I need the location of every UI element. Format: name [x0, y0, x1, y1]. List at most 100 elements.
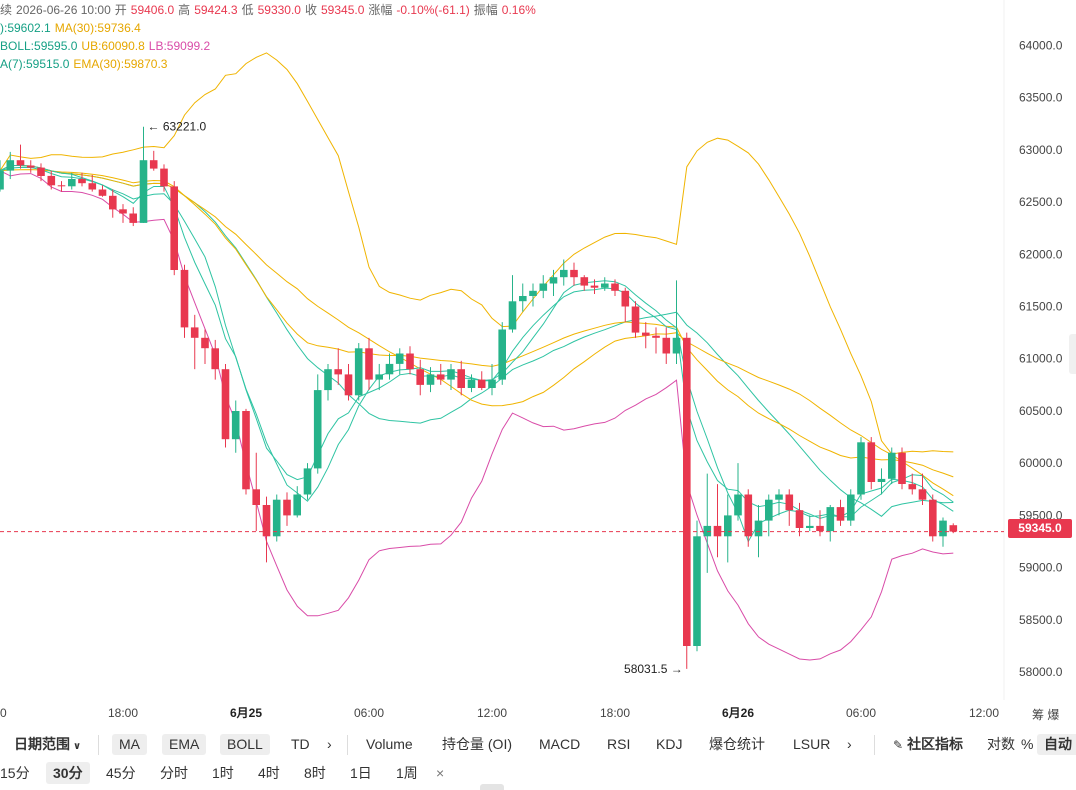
y-tick-label: 59500.0: [1019, 508, 1063, 522]
date-range-button[interactable]: 日期范围 ∨: [14, 734, 81, 755]
candle-down: [836, 507, 845, 521]
candle-up: [724, 515, 732, 537]
ema30-line: [0, 169, 954, 478]
candle-up: [303, 468, 312, 495]
candle-down: [642, 332, 650, 336]
ema7-line: [0, 166, 954, 519]
candle-down: [365, 348, 373, 380]
candle-down: [98, 189, 107, 196]
log-scale-button[interactable]: 对数: [987, 736, 1015, 752]
candle-down: [570, 269, 578, 278]
time-axis: 0 18:00 6月25 06:00 12:00 18:00 6月26 06:00 12:00 筹…: [0, 706, 1059, 722]
candle-up: [293, 494, 301, 516]
kdj-button[interactable]: KDJ: [656, 736, 683, 752]
boll-lower-line: [0, 170, 954, 661]
interval-1w[interactable]: 1周: [396, 765, 418, 781]
candle-down: [795, 510, 804, 528]
candle-down: [744, 494, 753, 537]
candle-down: [283, 499, 291, 516]
open-interest-button[interactable]: 持仓量 (OI): [442, 736, 512, 752]
td-indicator-button[interactable]: TD: [291, 736, 310, 752]
candle-up: [754, 520, 763, 537]
candle-up: [560, 269, 568, 278]
amplitude-label: 振幅: [473, 3, 498, 17]
candle-down: [211, 348, 219, 370]
candle-down: [252, 489, 260, 505]
boll-lb-value: LB:59099.2: [148, 39, 211, 53]
interval-45m[interactable]: 45分: [106, 765, 136, 781]
candle-down: [580, 277, 589, 286]
ma-indicator-button[interactable]: MA: [112, 734, 147, 755]
boll-info: BOLL:59595.0 UB:60090.8 LB:59099.2: [0, 39, 214, 53]
high-label: 高: [178, 3, 191, 17]
candle-down: [785, 494, 794, 511]
interval-30m[interactable]: 30分: [46, 762, 90, 784]
candle-down: [929, 499, 937, 537]
candle-down: [242, 411, 250, 490]
auto-scale-button[interactable]: 自动: [1037, 734, 1076, 755]
interval-1h[interactable]: 1时: [212, 765, 234, 781]
candle-down: [26, 165, 35, 168]
candle-up: [324, 369, 332, 391]
candle-up: [539, 283, 548, 291]
low-label: 低: [241, 3, 254, 17]
candle-down: [47, 175, 56, 186]
candle-up: [395, 353, 404, 364]
candle-up: [139, 160, 148, 223]
interval-15m[interactable]: 15分: [0, 765, 30, 781]
candle-up: [385, 363, 394, 375]
candle-down: [119, 209, 127, 214]
candle-up: [734, 494, 742, 516]
close-icon[interactable]: ×: [436, 765, 445, 781]
community-indicators-button[interactable]: ✎ 社区指标: [893, 734, 963, 755]
low-value: 59330.0: [257, 3, 301, 17]
lsur-button[interactable]: LSUR: [793, 736, 831, 752]
boll-indicator-button[interactable]: BOLL: [220, 734, 270, 755]
interval-8h[interactable]: 8时: [304, 765, 326, 781]
x-tick-label: 0: [0, 706, 7, 720]
y-tick-label: 61000.0: [1019, 352, 1063, 366]
drag-handle[interactable]: [480, 784, 504, 790]
y-tick-label: 58000.0: [1019, 665, 1063, 679]
candle-down: [436, 374, 445, 380]
y-tick-label: 60000.0: [1019, 456, 1063, 470]
candle-up: [231, 411, 240, 440]
change-value: -0.10%(-61.1): [396, 3, 470, 17]
price-chart[interactable]: 64000.0 63500.0 63000.0 62500.0 62000.0 61500…: [0, 0, 1076, 730]
candle-down: [78, 179, 86, 184]
interval-timeline[interactable]: 分时: [160, 765, 188, 781]
candle-down: [190, 327, 199, 338]
candle-up: [6, 160, 15, 171]
side-panel-handle[interactable]: [1069, 334, 1076, 374]
candle-up: [467, 379, 476, 388]
candle-up: [775, 494, 783, 500]
candle-up: [529, 290, 537, 296]
ema-indicator-button[interactable]: EMA: [162, 734, 207, 755]
chevron-down-icon: ∨: [73, 741, 82, 752]
candle-up: [498, 329, 506, 380]
y-tick-label: 62500.0: [1019, 195, 1063, 209]
chevron-right-icon[interactable]: ›: [847, 736, 852, 752]
macd-button[interactable]: MACD: [539, 736, 581, 752]
volume-button[interactable]: Volume: [366, 736, 413, 752]
ma30-value: MA(30):59736.4: [54, 21, 141, 35]
candle-down: [908, 484, 917, 490]
rsi-button[interactable]: RSI: [607, 736, 631, 752]
ma-info: ):59602.1 MA(30):59736.4: [0, 21, 145, 35]
y-tick-label: 60500.0: [1019, 404, 1063, 418]
candle-up: [375, 374, 383, 380]
boll-ub-value: UB:60090.8: [81, 39, 145, 53]
x-tick-label: 12:00: [969, 706, 999, 720]
y-tick-label: 59000.0: [1019, 561, 1063, 575]
percent-scale-button[interactable]: %: [1021, 736, 1034, 752]
candle-up: [354, 348, 363, 396]
interval-4h[interactable]: 4时: [258, 765, 280, 781]
ma7-line: [0, 165, 954, 543]
candlesticks: [0, 126, 958, 669]
candle-down: [57, 185, 66, 187]
interval-1d[interactable]: 1日: [350, 765, 372, 781]
chevron-right-icon[interactable]: ›: [327, 736, 332, 752]
candle-up: [877, 478, 886, 482]
liquidation-stats-button[interactable]: 爆仓统计: [709, 736, 765, 752]
price-annotation: ← 63221.0: [148, 120, 207, 134]
